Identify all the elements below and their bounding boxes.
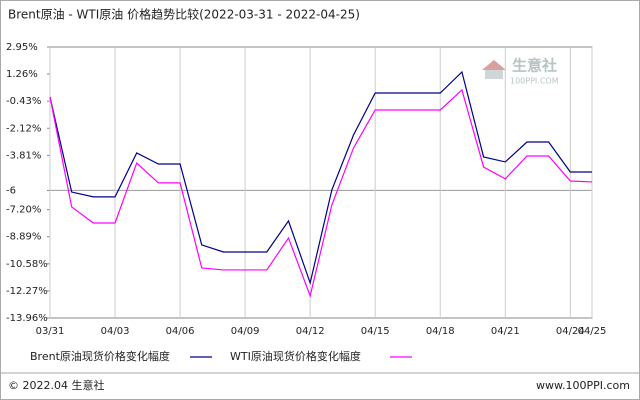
y-tick-label: -7.20%	[6, 205, 41, 216]
x-tick-label: 04/06	[166, 326, 195, 337]
y-tick-label: -6	[6, 185, 16, 196]
chart-title: Brent原油 - WTI原油 价格趋势比较(2022-03-31 - 2022…	[8, 7, 360, 22]
x-tick-label: 04/15	[361, 326, 390, 337]
x-tick-label: 03/31	[36, 326, 65, 337]
legend-label: WTI原油现货价格变化幅度	[230, 349, 361, 363]
x-tick-label: 04/24	[556, 326, 585, 337]
y-tick-label: -0.43%	[6, 96, 41, 107]
y-tick-label: 1.26%	[6, 69, 38, 80]
x-tick-label: 04/12	[296, 326, 325, 337]
footer-left: © 2022.04 生意社	[8, 378, 104, 392]
x-tick-label: 04/25	[578, 326, 607, 337]
y-tick-label: -13.96%	[6, 313, 48, 324]
watermark: 生意社 100PPI.COM	[482, 57, 559, 86]
y-tick-label: 2.95%	[6, 42, 38, 53]
legend-label: Brent原油现货价格变化幅度	[30, 349, 170, 363]
y-tick-label: -8.89%	[6, 232, 41, 243]
x-tick-label: 04/21	[491, 326, 520, 337]
footer-right: www.100PPI.com	[536, 379, 630, 392]
series-line	[49, 88, 593, 298]
x-tick-label: 04/03	[101, 326, 130, 337]
watermark-site: 100PPI.COM	[510, 77, 559, 86]
x-tick-label: 04/18	[426, 326, 455, 337]
watermark-icon	[482, 60, 506, 70]
y-tick-label: -3.81%	[6, 150, 41, 161]
watermark-name: 生意社	[512, 57, 557, 75]
y-tick-label: -10.58%	[6, 259, 48, 270]
y-tick-label: -2.12%	[6, 123, 41, 134]
watermark-icon	[485, 70, 503, 79]
y-tick-label: -12.27%	[6, 286, 48, 297]
x-tick-label: 04/09	[231, 326, 260, 337]
series-line	[49, 70, 592, 286]
